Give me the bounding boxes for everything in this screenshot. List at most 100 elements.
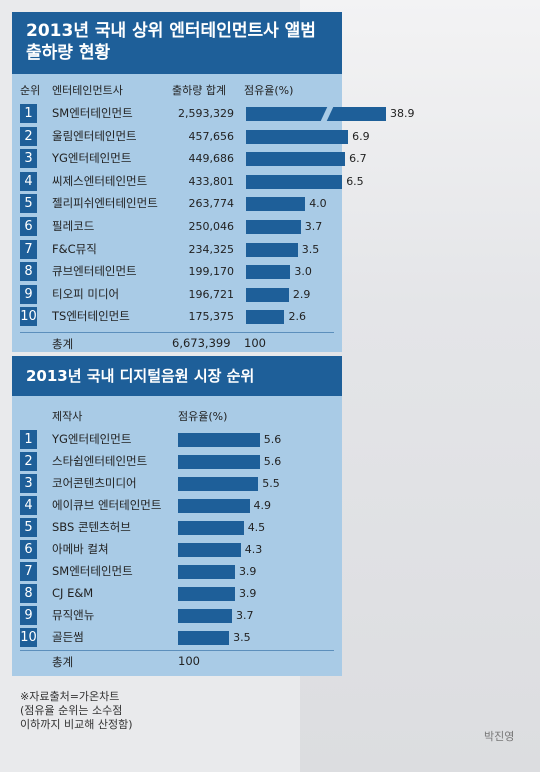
company-name: 필레코드 bbox=[52, 219, 95, 233]
rank-badge: 6 bbox=[20, 540, 37, 559]
table-row: 10 TS엔터테인먼트 175,375 2.6 bbox=[12, 307, 342, 327]
share-label: 6.7 bbox=[349, 152, 367, 166]
rank-badge: 9 bbox=[20, 606, 37, 625]
share-label: 4.0 bbox=[309, 197, 327, 211]
footnote-line: 이하까지 비교해 산정함) bbox=[20, 718, 133, 731]
producer-name: 스타쉽엔터테인먼트 bbox=[52, 454, 148, 468]
table-row: 1 SM엔터테인먼트 2,593,329 38.9 bbox=[12, 104, 415, 123]
share-label: 2.6 bbox=[288, 310, 306, 324]
share-label: 4.5 bbox=[247, 521, 266, 534]
rank-badge: 3 bbox=[20, 474, 37, 493]
digital-music-chart: 2013년 국내 디지털음원 시장 순위 제작사 점유율(%) 1 YG엔터테인먼… bbox=[12, 356, 342, 676]
shipment-value: 196,721 bbox=[188, 287, 235, 301]
producer-name: SM엔터테인먼트 bbox=[52, 564, 133, 578]
table-row: 9 티오피 미디어 196,721 2.9 bbox=[12, 284, 342, 304]
shipment-value: 263,774 bbox=[188, 197, 235, 211]
rank-badge: 5 bbox=[20, 194, 37, 214]
share-label: 3.5 bbox=[301, 242, 320, 256]
share-bar bbox=[178, 609, 233, 623]
producer-name: SBS 콘텐츠허브 bbox=[52, 520, 131, 534]
producer-name: 에이큐브 엔터테인먼트 bbox=[52, 498, 162, 512]
producer-name: CJ E&M bbox=[52, 586, 94, 600]
rank-badge: 10 bbox=[20, 628, 37, 647]
rank-badge: 4 bbox=[20, 171, 37, 191]
company-name: SM엔터테인먼트 bbox=[52, 106, 133, 120]
rank-badge: 10 bbox=[20, 307, 37, 327]
shipment-value: 433,801 bbox=[188, 174, 235, 188]
total-label: 총계 bbox=[52, 337, 74, 351]
photo-credit: 박진영 bbox=[484, 730, 515, 743]
table-row: 9 뮤직앤뉴 3.7 bbox=[12, 606, 342, 625]
digital-chart-title: 2013년 국내 디지털음원 시장 순위 bbox=[12, 356, 342, 396]
company-name: 씨제스엔터테인먼트 bbox=[52, 173, 148, 188]
share-label: 6.5 bbox=[346, 174, 364, 188]
share-label: 6.9 bbox=[352, 129, 370, 143]
share-bar bbox=[246, 107, 386, 121]
shipment-value: 234,325 bbox=[188, 242, 235, 256]
share-bar bbox=[178, 499, 250, 513]
table-row: 6 아메바 컬쳐 4.3 bbox=[12, 540, 342, 559]
share-bar bbox=[246, 310, 285, 325]
table-row: 7 SM엔터테인먼트 3.9 bbox=[12, 562, 342, 581]
table-row: 2 스타쉽엔터테인먼트 5.6 bbox=[12, 452, 342, 471]
company-name: TS엔터테인먼트 bbox=[52, 309, 130, 324]
header-share-2: 점유율(%) bbox=[178, 410, 228, 423]
rank-badge: 4 bbox=[20, 496, 37, 515]
rank-badge: 2 bbox=[20, 452, 37, 471]
header-company: 엔터테인먼트사 bbox=[52, 84, 123, 97]
table-row: 7 F&C뮤직 234,325 3.5 bbox=[12, 239, 342, 259]
table-row: 2 울림엔터테인먼트 457,656 6.9 bbox=[12, 126, 370, 146]
table-row: 8 큐브엔터테인먼트 199,170 3.0 bbox=[12, 262, 342, 282]
table-row: 3 코어콘텐츠미디어 5.5 bbox=[12, 474, 342, 493]
share-label: 5.6 bbox=[263, 433, 282, 446]
company-name: 티오피 미디어 bbox=[52, 286, 120, 301]
producer-name: 뮤직앤뉴 bbox=[52, 608, 95, 622]
share-label: 3.5 bbox=[233, 631, 251, 644]
table-row: 1 YG엔터테인먼트 5.6 bbox=[12, 430, 342, 449]
share-label: 3.0 bbox=[294, 265, 312, 279]
producer-name: 코어콘텐츠미디어 bbox=[52, 476, 137, 490]
footnote-line: ※자료출처=가온차트 bbox=[20, 690, 120, 703]
share-label: 5.5 bbox=[262, 477, 280, 490]
share-bar bbox=[246, 220, 301, 234]
share-bar bbox=[178, 587, 235, 601]
share-bar bbox=[246, 242, 298, 257]
share-label: 2.9 bbox=[292, 287, 311, 301]
company-name: 울림엔터테인먼트 bbox=[52, 128, 137, 143]
table-row: 4 에이큐브 엔터테인먼트 4.9 bbox=[12, 496, 342, 515]
rank-badge: 2 bbox=[20, 126, 37, 146]
share-bar bbox=[246, 265, 291, 280]
header-share: 점유율(%) bbox=[244, 84, 294, 97]
producer-name: 아메바 컬쳐 bbox=[52, 542, 109, 556]
total-share: 100 bbox=[244, 336, 266, 350]
shipment-value: 175,375 bbox=[188, 310, 235, 324]
share-bar bbox=[246, 152, 346, 167]
table-row: 8 CJ E&M 3.9 bbox=[12, 584, 342, 603]
table-row: 10 골든썸 3.5 bbox=[12, 628, 342, 647]
rank-badge: 1 bbox=[20, 104, 37, 123]
company-name: 큐브엔터테인먼트 bbox=[52, 264, 137, 279]
footnote-line: (점유율 순위는 소수점 bbox=[20, 704, 123, 717]
header-shipments: 출하량 합계 bbox=[172, 84, 227, 97]
shipment-value: 457,656 bbox=[188, 129, 235, 143]
share-bar bbox=[246, 287, 289, 302]
rank-badge: 7 bbox=[20, 562, 37, 581]
share-bar bbox=[178, 543, 241, 557]
share-label: 4.3 bbox=[244, 543, 263, 556]
rank-badge: 1 bbox=[20, 430, 37, 449]
rank-badge: 8 bbox=[20, 584, 37, 603]
share-bar bbox=[178, 631, 230, 645]
album-chart-title: 2013년 국내 상위 엔터테인먼트사 앨범 출하량 현황 bbox=[12, 12, 342, 74]
producer-name: YG엔터테인먼트 bbox=[52, 432, 132, 446]
share-label: 3.9 bbox=[238, 587, 257, 600]
shipment-value: 199,170 bbox=[188, 265, 235, 279]
total-divider bbox=[20, 332, 334, 333]
table-row: 5 젤리피쉬엔터테인먼트 263,774 4.0 bbox=[12, 194, 342, 214]
share-label: 4.9 bbox=[253, 499, 272, 512]
share-bar bbox=[178, 455, 260, 469]
share-label: 38.9 bbox=[390, 107, 415, 120]
share-bar bbox=[178, 433, 260, 447]
header-rank: 순위 bbox=[20, 84, 41, 97]
company-name: F&C뮤직 bbox=[52, 241, 97, 256]
company-name: 젤리피쉬엔터테인먼트 bbox=[52, 196, 158, 211]
